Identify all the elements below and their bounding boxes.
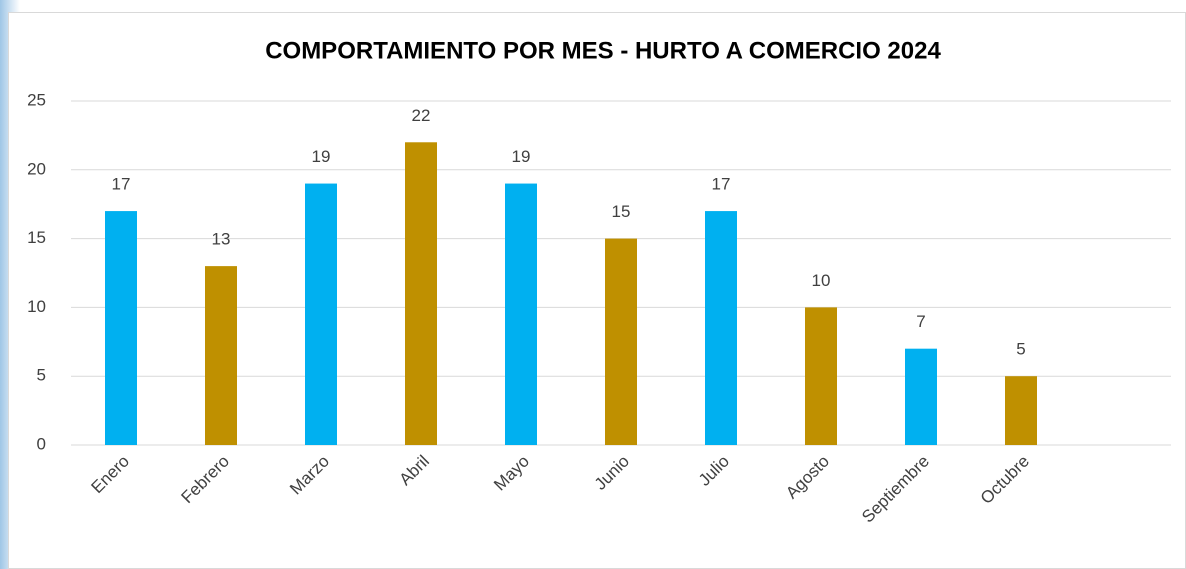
chart-title: COMPORTAMIENTO POR MES - HURTO A COMERCI… [265,37,941,64]
bar [205,266,237,445]
data-label: 19 [312,147,331,166]
y-tick-label: 15 [27,228,46,247]
data-label: 10 [812,271,831,290]
y-tick-label: 10 [27,297,46,316]
y-tick-label: 25 [27,90,46,109]
data-label: 17 [112,175,131,194]
data-label: 19 [512,147,531,166]
data-label: 15 [612,202,631,221]
bar [305,183,337,445]
data-label: 17 [712,175,731,194]
bar [705,211,737,445]
y-tick-label: 20 [27,159,46,178]
data-label: 22 [412,106,431,125]
y-tick-label: 0 [37,434,46,453]
bar [1005,376,1037,445]
y-tick-label: 5 [37,366,46,385]
data-label: 13 [212,230,231,249]
bar [505,183,537,445]
bar [405,142,437,445]
bar [805,307,837,445]
data-label: 7 [916,312,925,331]
bar [605,238,637,445]
bar [105,211,137,445]
data-label: 5 [1016,340,1025,359]
bar [905,348,937,445]
